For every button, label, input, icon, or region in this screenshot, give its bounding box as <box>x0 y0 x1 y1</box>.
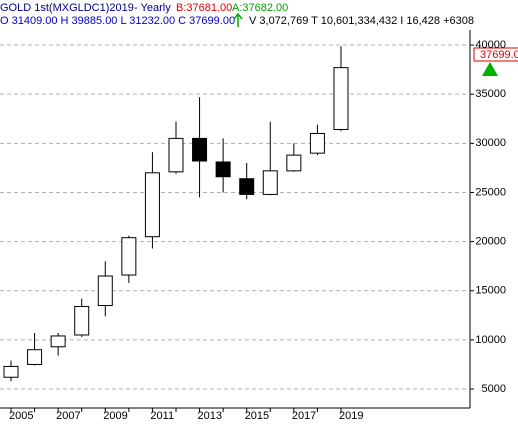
x-tick-label: 2013 <box>198 410 222 422</box>
y-tick-label: 40000 <box>475 39 506 51</box>
chart-subtitle: - Yearly <box>134 2 171 14</box>
x-tick-label: 2011 <box>150 410 174 422</box>
y-tick-label: 30000 <box>475 137 506 149</box>
x-tick-label: 2015 <box>245 410 269 422</box>
candle-body <box>262 170 278 195</box>
y-tick-label: 20000 <box>475 236 506 248</box>
x-tick-label: 2007 <box>56 410 80 422</box>
candle-body <box>121 237 137 276</box>
last-price-box <box>473 47 518 62</box>
x-tick-label: 2019 <box>339 410 363 422</box>
candle-body <box>97 275 113 306</box>
candle-body <box>309 132 325 154</box>
up-arrow <box>233 12 243 27</box>
volume-text: V 3,072,769 T 10,601,334,432 I 16,428 +6… <box>249 15 474 27</box>
x-tick-label: 2009 <box>103 410 127 422</box>
y-tick-label: 35000 <box>475 88 506 100</box>
candle-body <box>27 349 43 365</box>
candle-body <box>168 137 184 173</box>
candle-body <box>3 365 19 378</box>
candle-body <box>192 137 208 162</box>
bid: B:37681.00 <box>176 2 232 14</box>
chart-title: GOLD 1st(MXGLDC1)2019 <box>0 2 134 14</box>
candle-body <box>333 67 349 130</box>
y-tick-label: 5000 <box>482 383 506 395</box>
x-tick-label: 2005 <box>9 410 33 422</box>
candle-body <box>74 305 90 336</box>
candle-body <box>144 172 160 238</box>
y-tick-label: 10000 <box>475 334 506 346</box>
x-tick-label: 2017 <box>292 410 316 422</box>
up-triangle <box>482 62 498 76</box>
y-tick-label: 25000 <box>475 186 506 198</box>
candle-body <box>50 335 66 348</box>
ohlc-text: O 31409.00 H 39885.00 L 31232.00 C 37699… <box>0 15 235 27</box>
candle-body <box>286 154 302 172</box>
ask: A:37682.00 <box>232 2 288 14</box>
candle-body <box>239 178 255 195</box>
y-tick-label: 15000 <box>475 285 506 297</box>
candle-body <box>215 161 231 178</box>
last-price-label: 37699.00 <box>480 49 518 61</box>
